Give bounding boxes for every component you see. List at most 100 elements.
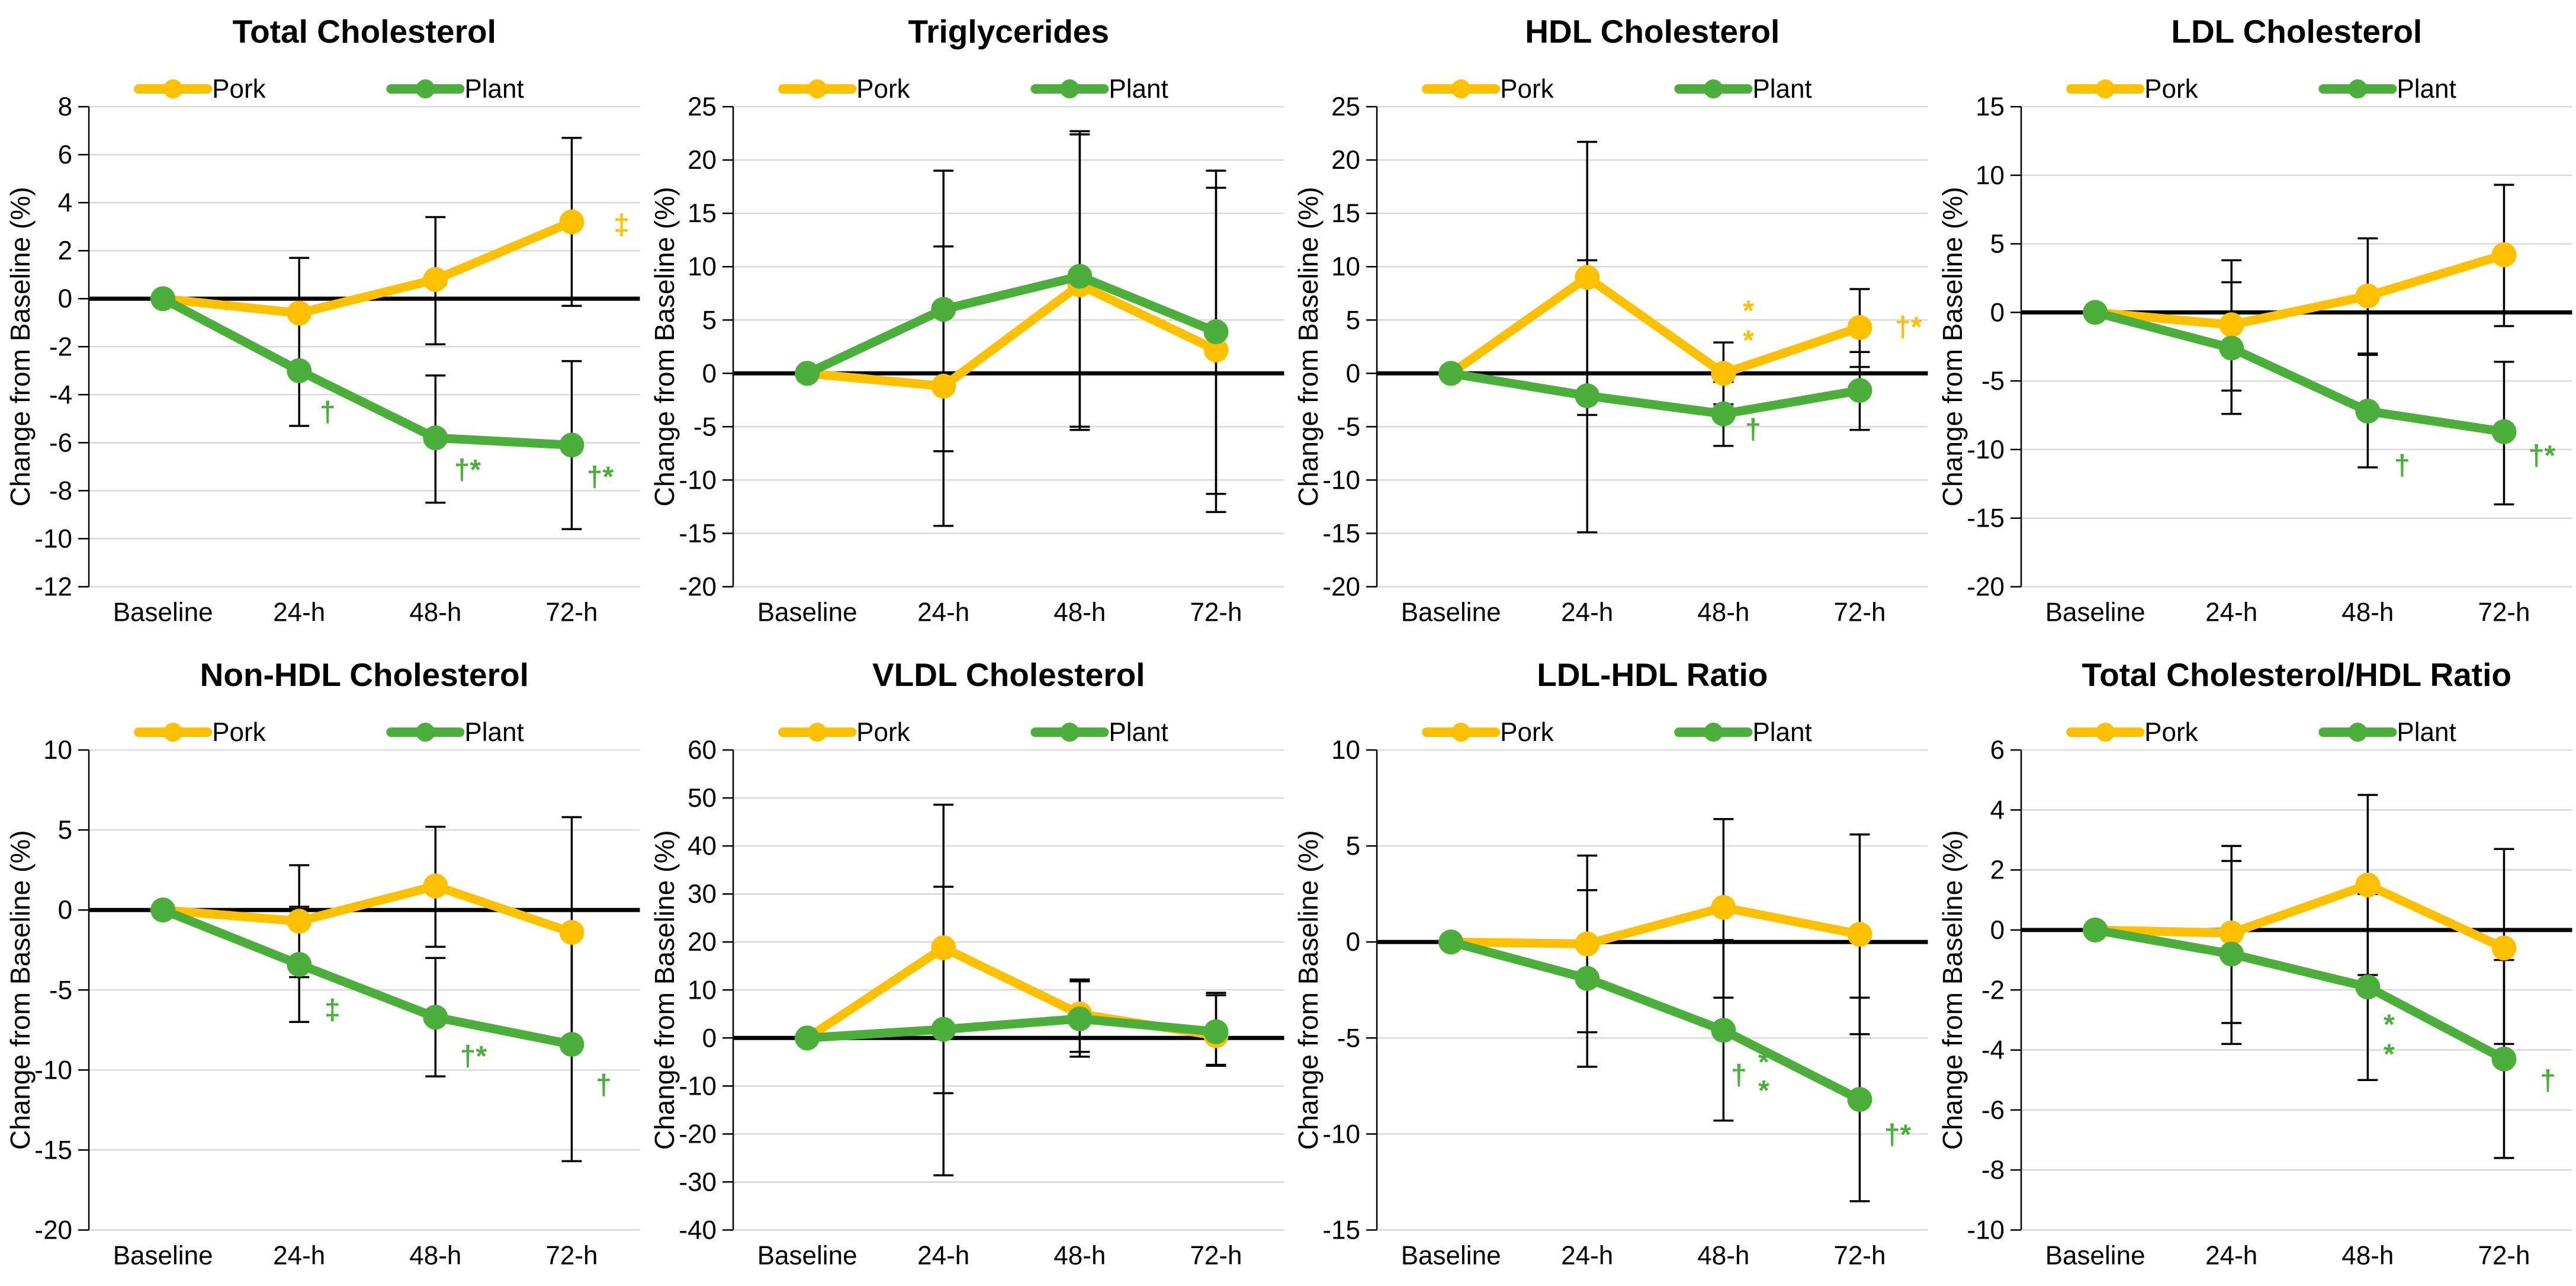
legend-label-plant: Plant: [464, 718, 523, 747]
y-axis-title: Change from Baseline (%): [1293, 830, 1324, 1150]
y-tick-label: 0: [1990, 915, 2004, 944]
legend-label-pork: Pork: [1500, 718, 1554, 747]
x-tick-label: Baseline: [113, 598, 213, 627]
x-tick-label: 72-h: [545, 1241, 598, 1270]
y-axis: -10 -8 -6 -4 -2 0 2 4 6: [1967, 736, 2022, 1245]
data-point-pork: [1847, 315, 1872, 340]
annotations: † **†*: [1731, 1046, 1911, 1150]
x-tick-label: 48-h: [409, 598, 461, 627]
gridlines: [2021, 105, 2572, 588]
data-point-pork: [1203, 337, 1228, 363]
y-axis: -20 -15 -10 -5 0 5 10 15 20 25: [1322, 92, 1378, 601]
y-tick-label: -20: [1322, 572, 1360, 601]
x-tick-label: 24-h: [917, 1241, 969, 1270]
series-line-plant: [2090, 307, 2508, 437]
x-tick-label: 24-h: [273, 598, 325, 627]
data-point-pork: [287, 908, 312, 934]
significance-annotation: †: [1731, 1059, 1747, 1091]
legend-label-pork: Pork: [856, 75, 910, 104]
chart-title: Triglycerides: [908, 13, 1109, 50]
y-tick-label: 10: [688, 976, 717, 1005]
y-tick-label: 5: [1990, 230, 2004, 259]
data-point-plant: [2491, 1046, 2516, 1072]
y-tick-label: 8: [58, 92, 72, 121]
y-tick-label: 25: [1331, 92, 1360, 121]
annotations: † †*: [2394, 440, 2555, 481]
legend: Pork Plant: [1422, 718, 1812, 747]
series-line-pork: [1446, 902, 1864, 948]
y-tick-label: -15: [1967, 504, 2005, 533]
series-line-plant: [1446, 368, 1864, 419]
legend-marker-plant: [1059, 79, 1079, 99]
series-plant: [150, 286, 584, 458]
y-tick-label: -10: [1322, 466, 1360, 495]
significance-annotation: *: [1758, 1075, 1769, 1106]
legend-marker-pork: [1451, 722, 1471, 742]
series-plant: [794, 264, 1228, 386]
data-point-pork: [2355, 283, 2380, 309]
data-point-plant: [1711, 1017, 1736, 1043]
chart-cell-total-cholesterol: -12 -10 -8 -6 -4 -2 0 2 4 6 8 Total Cholesterol Pork…: [0, 0, 644, 643]
data-point-plant: [1203, 1019, 1228, 1044]
legend: Pork Plant: [1422, 75, 1812, 104]
data-point-pork: [423, 873, 448, 899]
x-tick-label: 24-h: [1561, 1241, 1613, 1270]
significance-annotation: †: [2540, 1065, 2556, 1096]
series-plant: [2082, 917, 2516, 1072]
chart-cell-total-cholesterol-hdl-ratio: -10 -8 -6 -4 -2 0 2 4 6 Total Cholesterol/HDL Rat…: [1932, 643, 2576, 1286]
data-point-plant: [2218, 335, 2244, 361]
legend: Pork Plant: [134, 718, 524, 747]
significance-annotation: †*: [454, 454, 481, 486]
y-axis: -12 -10 -8 -6 -4 -2 0 2 4 6 8: [34, 92, 90, 601]
y-axis: -20 -15 -10 -5 0 5 10 15: [1967, 92, 2022, 601]
y-tick-label: 50: [688, 784, 717, 813]
y-axis: -15 -10 -5 0 5 10: [1322, 736, 1378, 1245]
series-plant: [1438, 361, 1872, 426]
gridlines: [1377, 105, 1928, 588]
data-point-pork: [1847, 921, 1872, 947]
significance-annotation: †: [596, 1069, 612, 1101]
legend: Pork Plant: [778, 75, 1168, 104]
series-pork: [1438, 265, 1872, 386]
y-tick-label: 5: [1346, 306, 1360, 335]
significance-annotation: *: [1758, 1046, 1769, 1077]
y-axis: -20 -15 -10 -5 0 5 10: [34, 736, 90, 1245]
data-point-pork: [423, 267, 448, 292]
legend-label-plant: Plant: [464, 75, 523, 104]
y-tick-label: -20: [1967, 572, 2005, 601]
series-plant: [2082, 300, 2516, 444]
gridlines: [2021, 749, 2572, 1231]
data-point-pork: [559, 919, 584, 945]
chart-title: LDL-HDL Ratio: [1537, 656, 1768, 693]
series-line-pork: [1446, 272, 1864, 378]
series-line-pork: [158, 217, 576, 318]
y-tick-label: -10: [679, 466, 717, 495]
legend-marker-plant: [1059, 722, 1079, 742]
legend-marker-pork: [163, 722, 183, 742]
legend-label-plant: Plant: [1109, 718, 1168, 747]
chart-canvas-ldl-cholesterol: -20 -15 -10 -5 0 5 10 15 LDL Cholesterol Pork Plan…: [1937, 13, 2572, 627]
data-point-plant: [2491, 419, 2516, 444]
y-tick-label: -8: [1981, 1156, 2004, 1185]
data-point-plant: [2082, 917, 2108, 942]
x-tick-label: 48-h: [1697, 1241, 1749, 1270]
x-tick-label: 72-h: [2478, 598, 2530, 627]
series-pork: [2082, 872, 2516, 960]
significance-annotation: †: [1745, 414, 1761, 445]
error-bars-plant: [933, 130, 1226, 495]
y-tick-label: 4: [1990, 796, 2004, 825]
chart-cell-vldl-cholesterol: -40 -30 -20 -10 0 10 20 30 40 50 60 VLDL Cholestero…: [644, 643, 1289, 1286]
series-line-plant: [158, 294, 576, 450]
significance-annotation: †*: [587, 461, 614, 493]
data-point-plant: [794, 1025, 820, 1050]
data-point-pork: [2355, 872, 2380, 897]
legend-marker-pork: [807, 722, 827, 742]
y-tick-label: -12: [34, 572, 72, 601]
significance-annotation: †*: [1895, 312, 1922, 343]
significance-annotation: *: [2384, 1009, 2395, 1040]
x-tick-label: Baseline: [113, 1241, 213, 1270]
legend-label-plant: Plant: [1109, 75, 1168, 104]
significance-annotation: *: [1743, 325, 1754, 356]
y-tick-label: -6: [49, 428, 72, 457]
legend-label-pork: Pork: [2144, 75, 2198, 104]
